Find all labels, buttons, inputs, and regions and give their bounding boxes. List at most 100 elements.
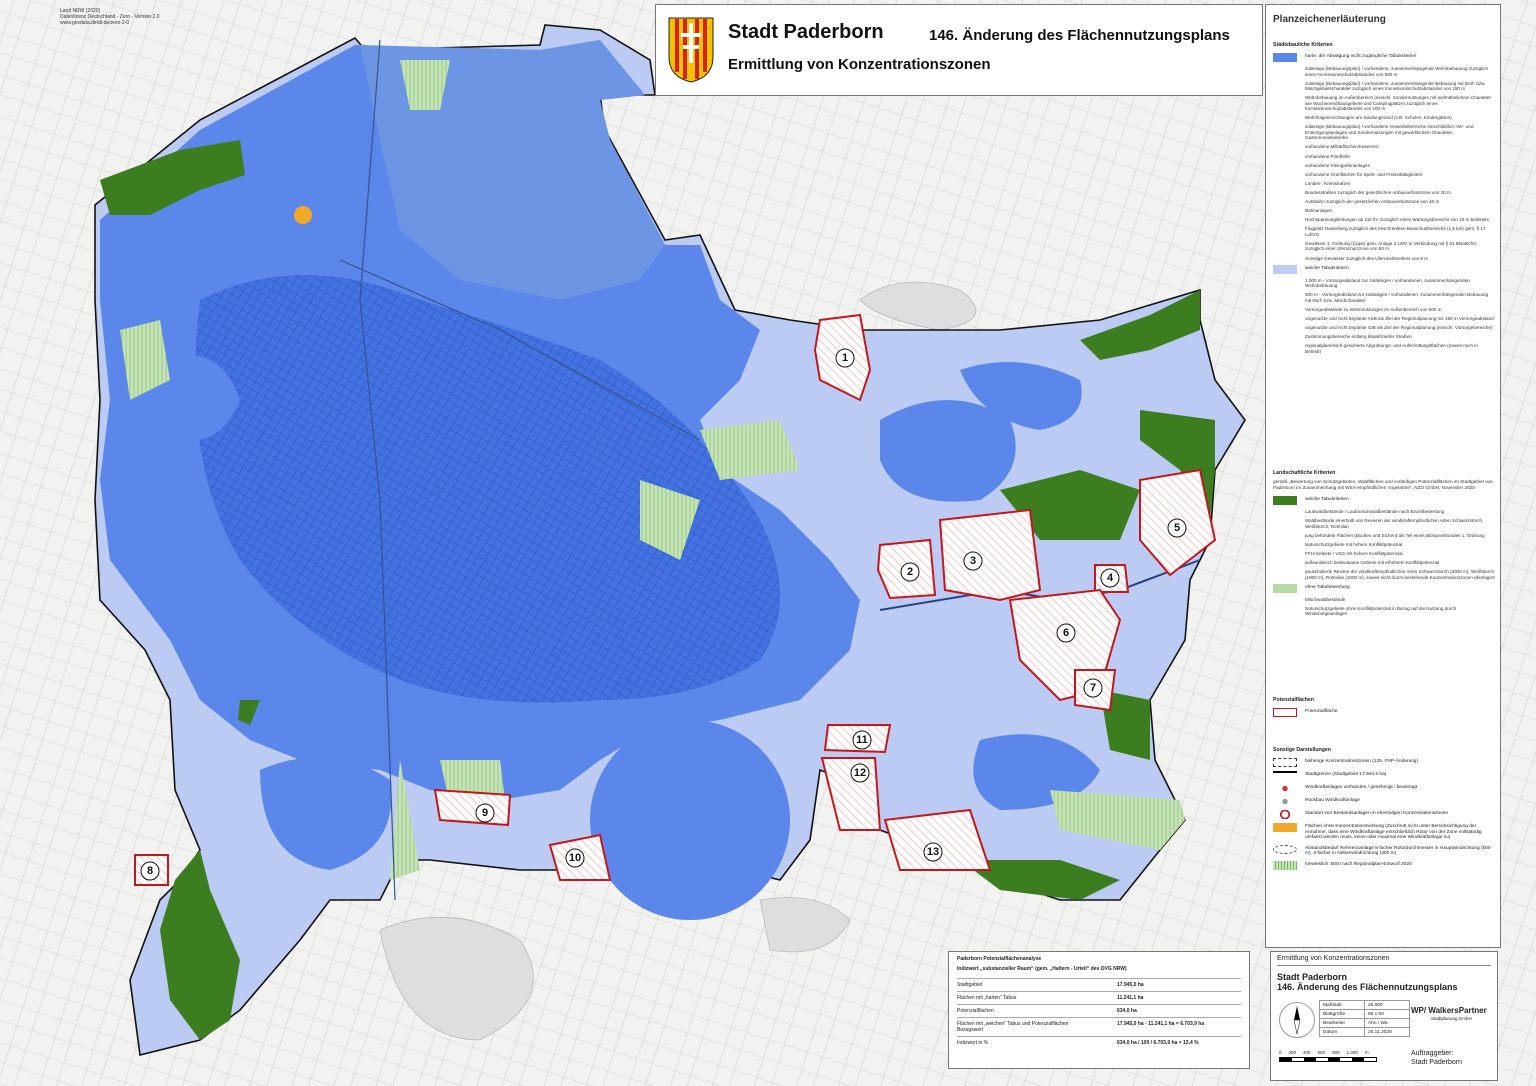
legend-item: jung befondete Flächen (Buchen und Eiche…: [1305, 532, 1485, 538]
legend-item: Wohnbebauung im Außenbereich (einschl. S…: [1305, 95, 1492, 112]
zone-label: 7: [1090, 682, 1096, 694]
coat-of-arms: [668, 17, 714, 83]
header-subtitle: Ermittlung von Konzentrationszonen: [728, 56, 991, 73]
tb-cell: Maßstab: [1319, 1000, 1365, 1010]
tb-client: Stadt Paderborn: [1411, 1059, 1462, 1066]
legend-item: Landes-, Kreisstraßen: [1305, 180, 1351, 186]
zone-marker: [140, 861, 160, 881]
scale-label: 200: [1288, 1050, 1297, 1055]
reserve: [120, 60, 1185, 880]
legend-label: Windkraftanlagen vorhanden / genehmigt /…: [1305, 785, 1418, 790]
legend-item: Flugplatz Haxterberg zuzüglich des besch…: [1305, 226, 1486, 237]
legend-section: Potenzialflächen Potenzialfläche: [1273, 697, 1495, 721]
legend-label: Standort von Bestandsanlagen in ehemalig…: [1305, 811, 1449, 816]
legend-title: Planzeichenerläuterung: [1273, 14, 1386, 25]
tb-firm: WP/ WalkersPartner: [1411, 1006, 1487, 1015]
legend-label: bisherige Konzentrationszonen (125. FNP-…: [1305, 759, 1419, 764]
analysis-cell: 634,0 ha: [1117, 1008, 1137, 1014]
legend-item: vorhandene Friedhöfe: [1305, 153, 1350, 159]
legend-entry: ohne Tabubewertung: [1273, 583, 1495, 593]
analysis-table: Paderborn Potenzialflächenanalyse Indizw…: [948, 951, 1250, 1069]
legend-swatch: [1273, 823, 1297, 832]
tb-cell: Datum: [1319, 1027, 1365, 1037]
legend-label: hinweislich: BSN nach Regionalplan-Entwu…: [1305, 861, 1412, 867]
analysis-cell: 17.945,0 ha - 11.241,1 ha = 6.703,9 ha: [1117, 1021, 1205, 1027]
tb-row: Blattgröße 90 x 68: [1319, 1009, 1410, 1019]
legend-entry: weiche Tabukriterien: [1273, 264, 1495, 274]
legend-entry: hinweislich: BSN nach Regionalplan-Entwu…: [1273, 860, 1495, 870]
header-plan: 146. Änderung des Flächennutzungsplans: [929, 27, 1230, 44]
scale-label: 0: [1279, 1050, 1282, 1055]
forest: [100, 140, 245, 215]
legend-item: vorhandene Grünflächen für Sport- und Fr…: [1305, 171, 1423, 177]
scale-label: 400: [1303, 1050, 1311, 1055]
legend-item: Naturschutzgebiete ohne Konfliktpotenzia…: [1305, 605, 1457, 617]
credit-line: www.govdata.de/dl-de/zero-2-0: [60, 20, 130, 26]
legend-section-title: Landschaftliche Kriterien: [1273, 470, 1336, 476]
zone-marker: [1167, 518, 1187, 538]
zone-label: 8: [147, 865, 153, 877]
analysis-title: Paderborn Potenzialflächenanalyse: [957, 956, 1042, 962]
legend: Planzeichenerläuterung Städtebauliche Kr…: [1265, 4, 1501, 948]
potential-area: [938, 508, 1042, 602]
legend-item: 500 m - Vorsorgeabstand zur zulässigen /…: [1305, 292, 1489, 303]
legend-entry: Standort von Bestandsanlagen in ehemalig…: [1273, 810, 1495, 819]
scale-labels: 0 200 400 600 800 1.000 m: [1279, 1050, 1369, 1055]
legend-swatch: [1273, 264, 1297, 274]
analysis-cell: Potenzialflächen: [957, 1008, 994, 1014]
legend-item: Naturschutzgebiete mit hohem Konfliktpot…: [1305, 541, 1403, 547]
analysis-row: Potenzialflächen 634,0 ha: [957, 1004, 1241, 1017]
zone-marker: [923, 842, 943, 862]
tb-row: Maßstab 25.000: [1319, 1000, 1410, 1010]
roads: [339, 39, 701, 901]
scale-bar: [1279, 1057, 1377, 1062]
tb-client-label: Auftraggeber:: [1411, 1050, 1454, 1057]
legend-swatch: [1273, 758, 1297, 767]
legend-item: zulässige (Bebauungsplan) / vorhandene, …: [1305, 66, 1489, 77]
legend-item: Mischwaldbestände: [1305, 596, 1346, 602]
analysis-row: Flächen mit „weichen“ Tabus und Potenzia…: [957, 1017, 1241, 1036]
credits: Land NRW (2020) Datenlizenz Deutschland -…: [60, 8, 160, 26]
legend-entry: Stadtgrenze (Stadtgebiet 17.944,5 ha): [1273, 771, 1495, 780]
credit-line: Land NRW (2020): [60, 8, 101, 14]
legend-label: harte, der Abwägung nicht zugängliche Ta…: [1305, 54, 1417, 59]
legend-item: Bahnanlagen: [1305, 208, 1333, 214]
no-concentration-area: [294, 206, 312, 224]
scale-label: m: [1364, 1050, 1369, 1055]
tb-caption: Ermittlung von Konzentrationszonen: [1277, 955, 1491, 966]
legend-item: avifaunistisch bedeutsame Gebiete mit er…: [1305, 560, 1440, 566]
legend-section: Landschaftliche Kriterien gemäß „Bewertun…: [1273, 470, 1495, 621]
title-block: Ermittlung von Konzentrationszonen Stadt…: [1270, 951, 1498, 1081]
zone-marker: [1083, 678, 1103, 698]
legend-entry: Abstandsbedarf Referenzanlage 5-facher R…: [1273, 844, 1495, 857]
legend-swatch: [1273, 844, 1297, 854]
legend-item: Vorsorgeabstände zu Wohnnutzungen im Auß…: [1305, 306, 1442, 312]
zone-label: 13: [927, 846, 939, 858]
zone-marker: [835, 348, 855, 368]
zone-label: 4: [1107, 572, 1114, 584]
urban-area: [195, 275, 780, 703]
legend-item: vorhandene Militärflächen/Kasernen: [1305, 144, 1379, 150]
legend-entry: Rückbau Windkraftanlage: [1273, 797, 1495, 806]
analysis-subtitle: Indizwert „substanzieller Raum“ (gem. „H…: [957, 966, 1127, 972]
tb-city: Stadt Paderborn: [1277, 972, 1348, 982]
legend-intro: gemäß „Bewertung von Schutzgebieten, Wal…: [1273, 479, 1493, 490]
scale-label: 1.000: [1346, 1050, 1358, 1055]
legend-entry: Flächen ohne Konzentrationswirkung (Zusc…: [1273, 823, 1495, 841]
scale-label: 800: [1332, 1050, 1340, 1055]
analysis-cell: 634,0 ha / 100 / 6.703,9 ha = 13,4 %: [1117, 1040, 1199, 1046]
legend-label: weiche Tabukriterien: [1305, 265, 1349, 271]
zone-marker: [963, 551, 983, 571]
legend-swatch: [1273, 860, 1297, 870]
legend-item: Laubwaldbestände / Laubmischwaldbestände…: [1305, 509, 1445, 515]
legend-item: Zustimmungsbereiche entlang klassifizier…: [1305, 334, 1412, 340]
legend-entry: bisherige Konzentrationszonen (125. FNP-…: [1273, 758, 1495, 767]
legend-item: Autobahn zuzüglich der gesetzlichen Anba…: [1305, 199, 1440, 205]
legend-label: Rückbau Windkraftanlage: [1305, 798, 1360, 803]
legend-section: Sonstige Darstellungen bisherige Konzentr…: [1273, 747, 1495, 874]
legend-label: weiche Tabukriterien: [1305, 497, 1349, 503]
legend-item: regionalplanerisch gesicherte Abgrabungs…: [1305, 343, 1478, 354]
zone-marker: [852, 730, 872, 750]
hard-tabu-circle: [590, 720, 790, 920]
analysis-cell: 11.241,1 ha: [1117, 995, 1144, 1001]
